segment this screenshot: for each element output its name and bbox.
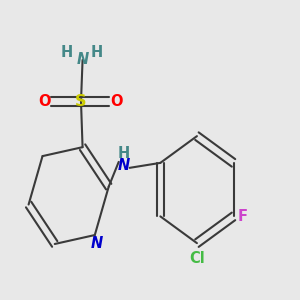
Text: H: H — [91, 45, 103, 60]
Text: S: S — [75, 94, 87, 109]
Text: N: N — [76, 52, 89, 68]
Text: H: H — [61, 45, 73, 60]
Text: O: O — [38, 94, 51, 109]
Text: N: N — [90, 236, 103, 251]
Text: O: O — [110, 94, 122, 109]
Text: Cl: Cl — [189, 251, 205, 266]
Text: H: H — [117, 146, 130, 161]
Text: N: N — [117, 158, 130, 173]
Text: F: F — [238, 209, 248, 224]
